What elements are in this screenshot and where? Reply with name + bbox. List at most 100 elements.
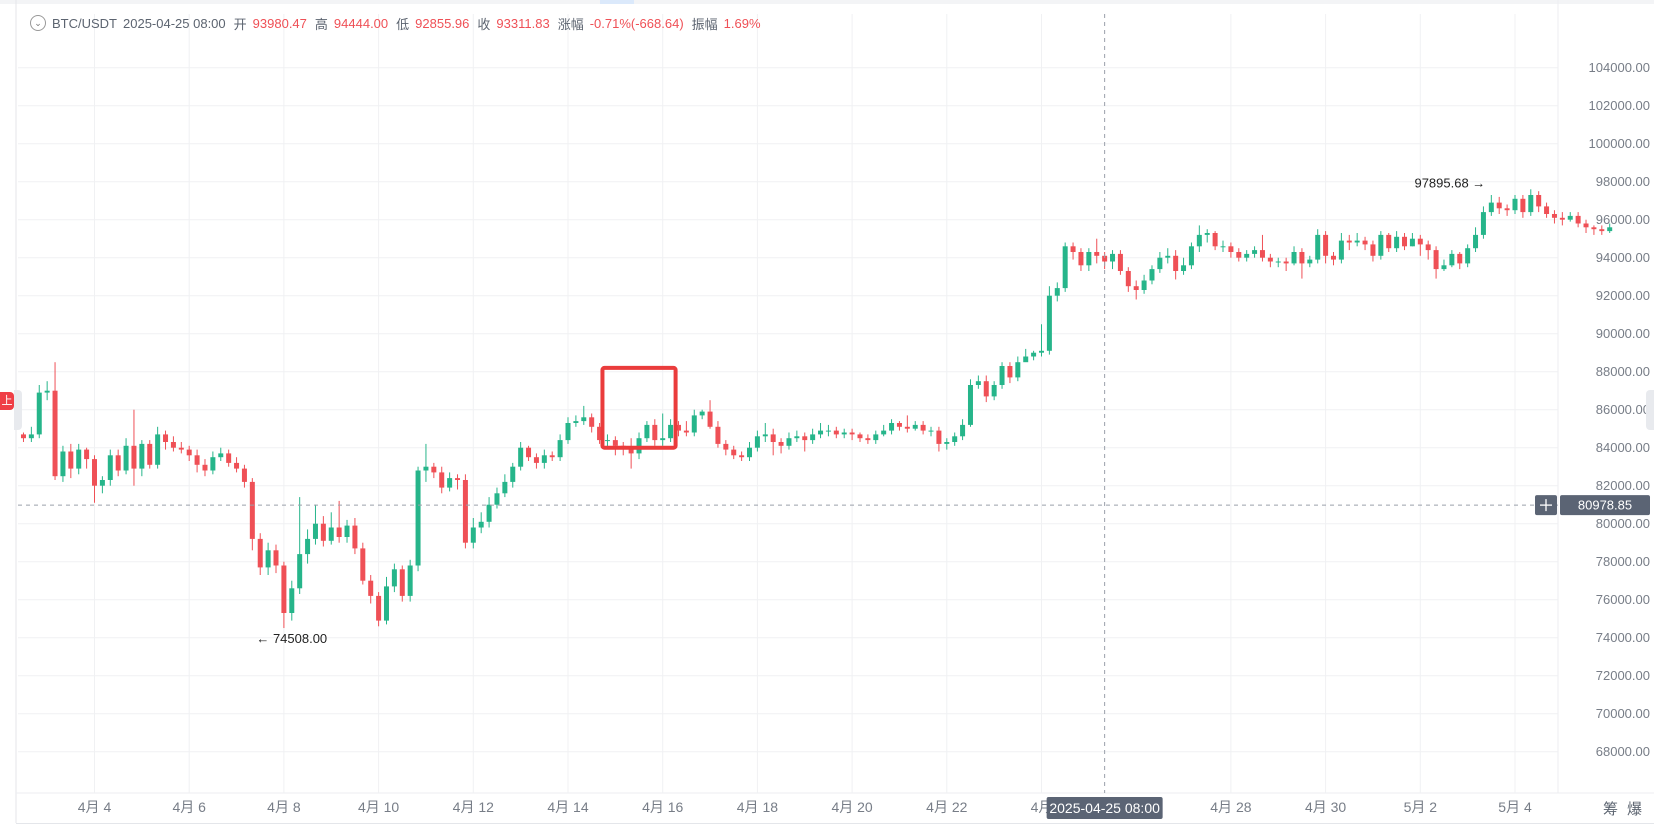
candle: [383, 576, 389, 625]
candle-body: [478, 521, 484, 528]
low-value: 92855.96: [415, 15, 470, 31]
candle-body: [470, 527, 476, 543]
time-tick-label: 4月 30: [1305, 799, 1346, 815]
crosshair-price-tag: [1560, 495, 1650, 516]
candle-body: [644, 424, 650, 439]
candles: [20, 189, 1613, 629]
candle: [139, 440, 145, 477]
candle-body: [1007, 366, 1013, 378]
candle: [818, 423, 824, 439]
candle: [1457, 252, 1463, 270]
candle-body: [44, 390, 50, 393]
candle-body: [360, 548, 366, 581]
time-tick-label: 4月 8: [267, 799, 301, 815]
candle-body: [1078, 252, 1084, 266]
candle-body: [841, 432, 847, 435]
candle-body: [1551, 214, 1557, 218]
candle-body: [52, 390, 58, 477]
candle-body: [1338, 240, 1344, 260]
candle: [889, 419, 895, 435]
candle: [1039, 324, 1044, 357]
candle-body: [1449, 253, 1455, 266]
candle: [273, 544, 279, 574]
candle: [1449, 250, 1455, 268]
candle-body: [660, 438, 666, 441]
candle: [486, 497, 492, 528]
candle: [597, 423, 603, 444]
candle-body: [1583, 223, 1589, 228]
candle-body: [1204, 233, 1210, 235]
candle-body: [494, 493, 500, 505]
candle-body: [1394, 236, 1400, 249]
candle: [1465, 244, 1471, 268]
candle: [1417, 234, 1423, 256]
price-tick-label: 78000.00: [1596, 554, 1650, 569]
collapse-toggle-icon[interactable]: ⌄: [30, 15, 46, 31]
candle: [747, 442, 753, 461]
candle-body: [1402, 236, 1408, 247]
candle: [1259, 234, 1265, 262]
candle-body: [1125, 271, 1131, 287]
price-tick-label: 100000.00: [1589, 136, 1650, 151]
candle-body: [1039, 350, 1044, 353]
candle-body: [881, 430, 887, 435]
candle-body: [557, 440, 563, 458]
candle-body: [549, 455, 555, 458]
candle-body: [707, 411, 713, 427]
right-panel-handle[interactable]: [1646, 390, 1654, 430]
time-tick-label: 4月 14: [547, 799, 588, 815]
candle: [352, 518, 358, 555]
candle: [1567, 212, 1573, 222]
candle: [368, 575, 374, 604]
candle: [1054, 282, 1060, 302]
candle-body: [1062, 246, 1068, 289]
price-tick-label: 104000.00: [1589, 60, 1650, 75]
liquidation-button[interactable]: 爆: [1627, 801, 1643, 818]
candle-body: [873, 434, 879, 441]
candle: [1338, 233, 1344, 264]
candle: [873, 430, 879, 444]
candle-body: [794, 436, 800, 439]
candle: [257, 533, 263, 575]
candle-body: [218, 453, 224, 458]
price-tick-label: 74000.00: [1596, 630, 1650, 645]
candle: [241, 464, 247, 488]
candle: [123, 438, 129, 475]
candle: [226, 449, 232, 467]
close-value: 93311.83: [496, 15, 550, 31]
candle-body: [1465, 248, 1471, 264]
candle-body: [1559, 217, 1565, 220]
candle: [920, 421, 926, 435]
candle: [1488, 195, 1494, 216]
candle: [320, 516, 326, 547]
candle-body: [723, 443, 729, 450]
price-tick-label: 68000.00: [1596, 744, 1650, 759]
chip-distribution-button[interactable]: 筹: [1603, 801, 1619, 818]
candle-body: [1252, 250, 1258, 254]
candle-body: [1457, 253, 1463, 264]
candle: [1544, 202, 1550, 218]
candle: [1378, 231, 1384, 260]
candle-body: [604, 440, 610, 442]
candle: [802, 432, 808, 452]
candle: [762, 423, 768, 442]
candle-body: [754, 436, 760, 448]
candle-body: [241, 468, 247, 482]
candle-body: [439, 472, 445, 488]
candle: [1007, 362, 1013, 384]
candle-body: [849, 432, 855, 435]
candle-body: [1117, 253, 1123, 271]
active-interval-tab[interactable]: [600, 0, 634, 4]
left-side-tab[interactable]: 上: [0, 392, 14, 410]
candle: [1394, 231, 1400, 252]
candle: [1196, 225, 1202, 252]
candle: [1504, 204, 1510, 216]
left-panel-handle[interactable]: [14, 390, 22, 430]
candle-body: [1031, 352, 1037, 357]
candle: [1252, 246, 1258, 258]
crosshair-time-label: 2025-04-25 08:00: [1049, 800, 1160, 816]
candle-body: [1307, 259, 1313, 264]
candle: [1188, 242, 1194, 270]
candle-body: [699, 411, 705, 416]
